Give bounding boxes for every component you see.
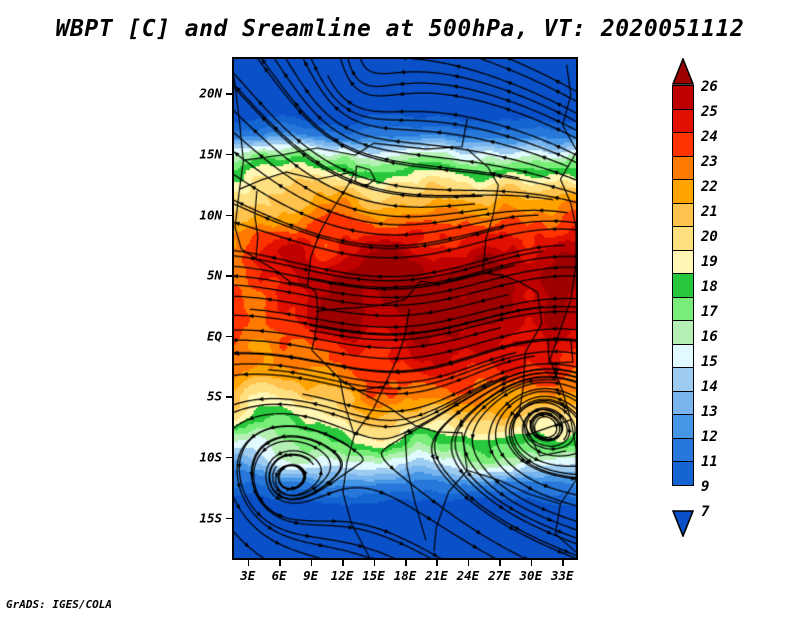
colorbar-block [672,179,694,204]
x-axis-tick [279,560,281,566]
colorbar-block [672,320,694,345]
colorbar-tick-label: 18 [701,279,718,295]
x-axis-label-18e: 18E [393,568,417,583]
colorbar-block [672,155,694,181]
x-axis-tick [562,560,564,566]
colorbar-tick-label: 26 [701,79,718,95]
x-axis-label-6e: 6E [271,568,287,583]
colorbar-tick-label: 21 [701,204,718,220]
x-axis-tick [436,560,438,566]
colorbar-tick-label: 14 [701,379,718,395]
colorbar-block [672,226,694,251]
x-axis-label-30e: 30E [519,568,543,583]
colorbar-block [672,437,694,463]
x-axis-label-3e: 3E [240,568,256,583]
y-axis-label-10s: 10S [199,449,222,465]
colorbar-tick-label: 11 [701,454,718,470]
y-axis-tick [226,456,232,459]
plot-frame [232,57,578,560]
y-axis-tick [226,153,232,156]
x-axis-tick [247,560,250,566]
y-axis-tick [226,396,232,398]
grads-credit: GrADS: IGES/COLA [6,598,112,611]
x-axis-label-21e: 21E [425,568,448,583]
colorbar-block [672,296,694,322]
x-axis-tick [310,560,313,566]
y-axis-label-20n: 20N [199,85,222,101]
y-axis-tick [226,517,232,520]
colorbar-block [672,367,694,392]
colorbar-tick-label: 16 [701,329,718,345]
y-axis-tick [226,275,232,277]
colorbar-tick-label: 13 [701,404,718,420]
colorbar-block [672,390,694,416]
x-axis-label-27e: 27E [488,568,511,583]
y-axis-label-eq: EQ [206,328,222,344]
x-axis-tick [405,560,407,566]
y-axis-label-5n: 5N [206,267,222,283]
colorbar-block [672,108,694,134]
colorbar-block [672,461,694,486]
colorbar-block [672,414,694,439]
y-axis-tick [226,214,232,217]
colorbar-tick-label: 17 [701,304,718,320]
y-axis-tick [226,335,232,338]
y-axis-label-15n: 15N [199,146,222,162]
x-axis-tick [530,560,533,566]
colorbar-block [672,202,694,228]
x-axis-label-33e: 33E [550,568,574,583]
colorbar-top-arrow [672,58,694,85]
colorbar-tick-label: 19 [701,254,718,270]
x-axis-tick [499,560,501,566]
colorbar-block [672,343,694,369]
x-axis-tick [467,560,470,566]
y-axis-label-5s: 5S [206,388,222,404]
colorbar-tick-label: 7 [701,504,710,520]
colorbar-tick-label: 23 [701,154,718,170]
colorbar-block [672,273,694,298]
wbpt-streamline-field [234,59,576,558]
x-axis-label-24e: 24E [456,568,480,583]
y-axis-label-10n: 10N [199,207,222,223]
colorbar[interactable]: 26 25 24 23 22 21 20 19 18 17 16 15 14 13 12 11 9 7 [672,58,792,553]
page-title: WBPT [C] and Sreamline at 500hPa, VT: 20… [55,16,745,42]
y-axis-label-15s: 15S [199,510,222,526]
colorbar-tick-label: 24 [701,129,718,145]
colorbar-block [672,85,694,110]
x-axis-tick [342,560,344,566]
colorbar-tick-label: 25 [701,104,718,120]
x-axis-label-15e: 15E [362,568,385,583]
x-axis-label-9e: 9E [303,568,319,583]
colorbar-block [672,132,694,157]
colorbar-block [672,249,694,275]
colorbar-tick-label: 20 [701,229,718,245]
y-axis-tick [226,93,232,95]
colorbar-tick-label: 12 [701,429,718,445]
colorbar-blocks [672,85,694,486]
colorbar-bottom-arrow [672,510,694,537]
map-plot[interactable] [232,57,578,560]
colorbar-tick-label: 22 [701,179,718,195]
colorbar-tick-label: 15 [701,354,718,370]
x-axis-tick [373,560,376,566]
colorbar-tick-label: 9 [701,479,710,495]
x-axis-label-12e: 12E [330,568,354,583]
